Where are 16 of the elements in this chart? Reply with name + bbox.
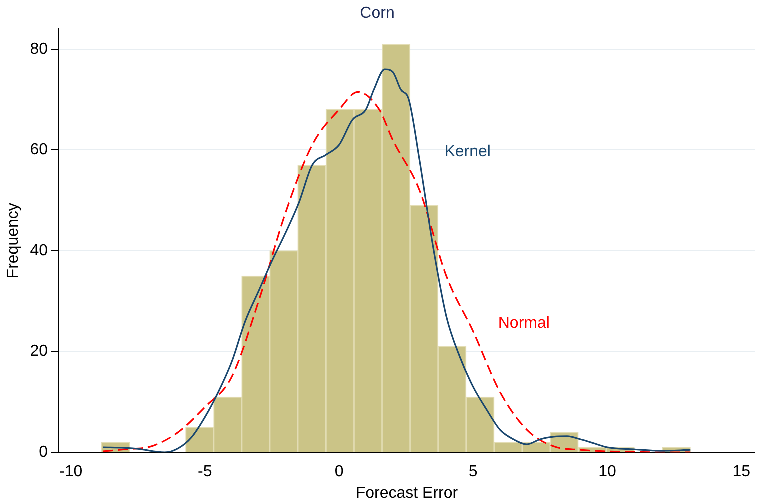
x-tick-label: -10	[60, 464, 83, 481]
y-tick-label: 0	[39, 444, 48, 462]
x-tick-label: 10	[598, 464, 616, 481]
y-tick-label: 60	[30, 142, 48, 159]
chart-title: Corn	[360, 5, 395, 22]
y-tick-label: 80	[30, 40, 48, 58]
x-tick-label: 5	[468, 464, 478, 481]
x-axis-title: Forecast Error	[356, 484, 459, 502]
series-label: Kernel	[444, 144, 491, 161]
series-label: Normal	[498, 315, 550, 332]
y-axis-title: Frequency	[5, 203, 22, 279]
y-tick-label: 40	[30, 242, 48, 260]
x-tick-label: -5	[198, 464, 212, 481]
x-tick-label: 15	[732, 464, 751, 481]
x-tick-label: 0	[334, 464, 344, 481]
y-tick-label: 20	[30, 343, 48, 360]
